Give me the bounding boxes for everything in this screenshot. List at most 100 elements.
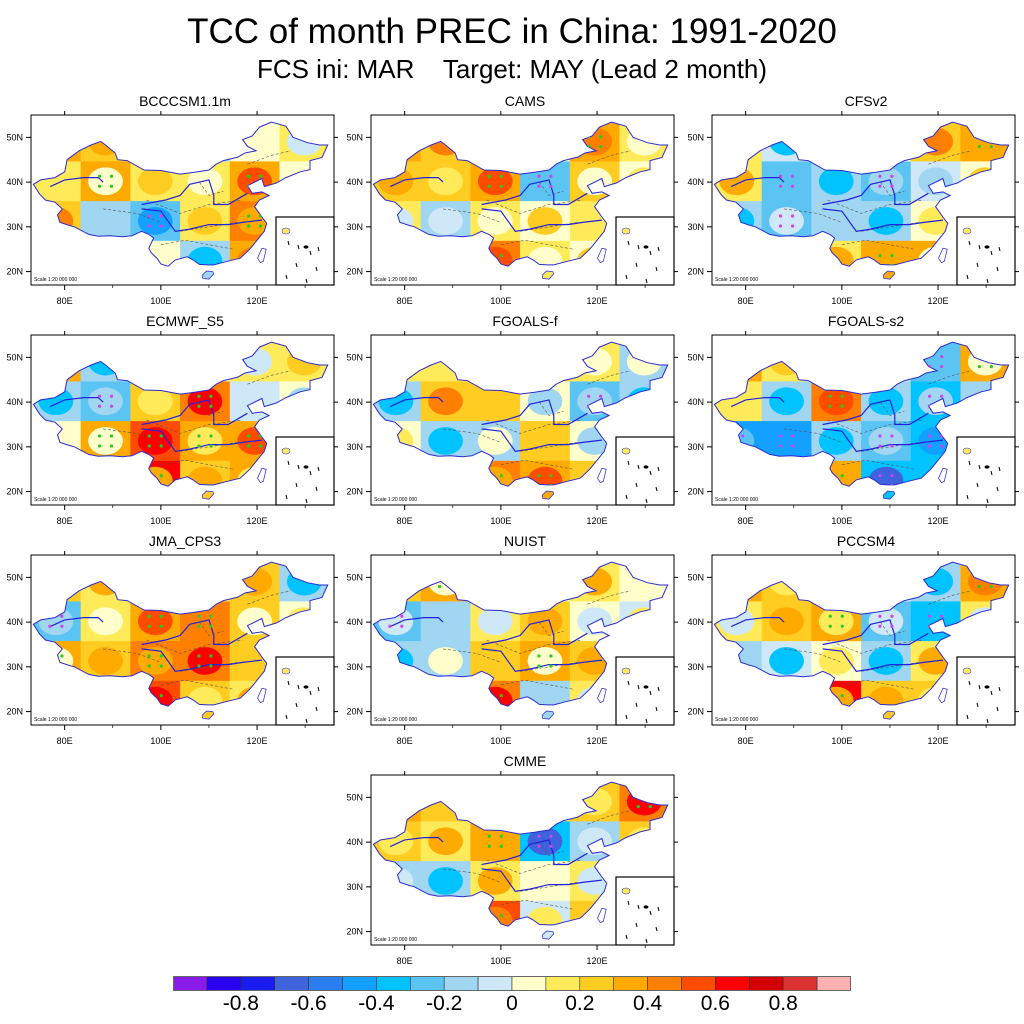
tcc-blob bbox=[818, 427, 854, 455]
country-outline bbox=[32, 341, 329, 487]
tcc-blob bbox=[719, 427, 755, 455]
tcc-blob bbox=[38, 567, 74, 596]
inset-boundary-dash bbox=[649, 470, 652, 476]
inset-boundary-dash bbox=[637, 464, 640, 470]
scale-label: Scale 1:20 000 000 bbox=[715, 277, 758, 283]
significance-dot bbox=[940, 624, 944, 628]
significance-dot bbox=[159, 614, 163, 618]
significance-dot bbox=[928, 394, 932, 398]
significance-dot bbox=[487, 484, 491, 487]
significance-dot bbox=[537, 664, 541, 668]
significance-dot bbox=[97, 434, 102, 438]
inset-boundary-dash bbox=[297, 244, 300, 250]
inset-boundary-dash bbox=[645, 278, 648, 284]
plot-frame bbox=[370, 774, 675, 946]
significance-dot bbox=[828, 704, 832, 707]
significance-dot bbox=[840, 354, 844, 359]
tcc-cell bbox=[130, 562, 181, 602]
significance-dot bbox=[499, 474, 503, 478]
tcc-blob bbox=[477, 207, 513, 235]
tcc-blob bbox=[137, 607, 173, 636]
panel-title: FGOALS-f bbox=[492, 313, 558, 329]
significance-dot bbox=[487, 914, 491, 918]
tcc-cell bbox=[520, 342, 571, 382]
inset-boundary-dash bbox=[317, 246, 320, 252]
inset-boundary-dash bbox=[285, 494, 288, 500]
colorbar-segment bbox=[782, 976, 818, 991]
significance-dot bbox=[247, 254, 251, 258]
map-panel: ECMWF_S5 Scale 1:20 000 000 80E 100E 120E 20N… bbox=[0, 313, 340, 533]
province-boundaries bbox=[784, 590, 972, 690]
x-tick-label: 100E bbox=[831, 736, 852, 746]
significance-dot bbox=[97, 444, 102, 448]
tcc-blob bbox=[527, 567, 563, 596]
colorbar-tick-label: -0.4 bbox=[358, 992, 395, 1015]
significance-dot bbox=[890, 624, 894, 628]
tcc-blob bbox=[868, 127, 904, 156]
y-tick-label: 40N bbox=[6, 177, 23, 187]
inset-boundary-dash bbox=[968, 680, 971, 686]
scale-label: Scale 1:20 000 000 bbox=[374, 497, 417, 503]
scale-label: Scale 1:20 000 000 bbox=[715, 497, 758, 503]
tcc-blob bbox=[868, 207, 904, 235]
significance-dot bbox=[537, 474, 541, 478]
significance-dot bbox=[147, 654, 151, 658]
significance-dot bbox=[878, 474, 882, 478]
significance-dot bbox=[247, 174, 251, 178]
significance-dot bbox=[840, 614, 844, 618]
colorbar-tick-label: -0.6 bbox=[290, 992, 327, 1015]
significance-dot bbox=[147, 614, 151, 618]
significance-dot bbox=[259, 184, 263, 188]
significance-dot bbox=[400, 804, 404, 809]
colorbar-segment bbox=[511, 976, 547, 991]
x-tick-label: 80E bbox=[738, 736, 754, 746]
significance-dot bbox=[109, 174, 114, 178]
tcc-blob bbox=[769, 246, 804, 267]
tcc-blob bbox=[967, 387, 1003, 416]
significance-dot bbox=[48, 144, 52, 149]
colorbar-segment bbox=[173, 976, 208, 991]
colorbar-tick-label: 0 bbox=[506, 992, 518, 1015]
significance-dot bbox=[928, 444, 932, 448]
tcc-blob bbox=[769, 127, 804, 156]
inset-boundary-dash bbox=[968, 460, 971, 466]
y-tick-label: 20N bbox=[6, 267, 23, 277]
x-tick-label: 80E bbox=[397, 736, 413, 746]
inset-island bbox=[643, 465, 649, 469]
colorbar bbox=[173, 976, 851, 991]
significance-dot bbox=[197, 654, 201, 658]
tcc-blob bbox=[626, 387, 662, 416]
inset-boundary-dash bbox=[285, 274, 288, 280]
tcc-blob bbox=[88, 207, 123, 235]
map-svg: Scale 1:20 000 000 80E 100E 120E 20N 30N 40N 50… bbox=[346, 771, 678, 966]
significance-dot bbox=[778, 174, 783, 178]
significance-dot bbox=[400, 144, 404, 149]
tcc-blob bbox=[88, 127, 123, 156]
inset-boundary-dash bbox=[315, 486, 318, 492]
panel-title: PCCSM4 bbox=[836, 533, 896, 549]
inset-boundary-dash bbox=[657, 686, 660, 692]
significance-dot bbox=[549, 474, 553, 478]
plot-frame bbox=[711, 334, 1016, 506]
tcc-cell bbox=[420, 460, 471, 487]
significance-dot bbox=[790, 444, 795, 448]
tcc-blob bbox=[187, 567, 223, 596]
significance-dot bbox=[741, 574, 745, 579]
significance-dot bbox=[989, 574, 993, 579]
inset-boundary-dash bbox=[305, 278, 308, 284]
significance-dot bbox=[209, 664, 213, 668]
significance-dot bbox=[147, 444, 151, 448]
inset-boundary-dash bbox=[305, 498, 308, 504]
significance-dot bbox=[400, 624, 404, 628]
tcc-blob bbox=[719, 607, 755, 636]
inset-boundary-dash bbox=[305, 718, 308, 724]
inset-boundary-dash bbox=[625, 714, 628, 720]
inset-hainan bbox=[962, 447, 972, 455]
inset-boundary-dash bbox=[649, 250, 652, 256]
significance-dot bbox=[60, 624, 64, 628]
tcc-blob bbox=[187, 207, 223, 235]
inset-boundary-dash bbox=[976, 262, 979, 268]
inset-boundary-dash bbox=[315, 706, 318, 712]
tcc-blob bbox=[967, 607, 1003, 636]
south-china-sea-inset bbox=[956, 656, 1016, 726]
